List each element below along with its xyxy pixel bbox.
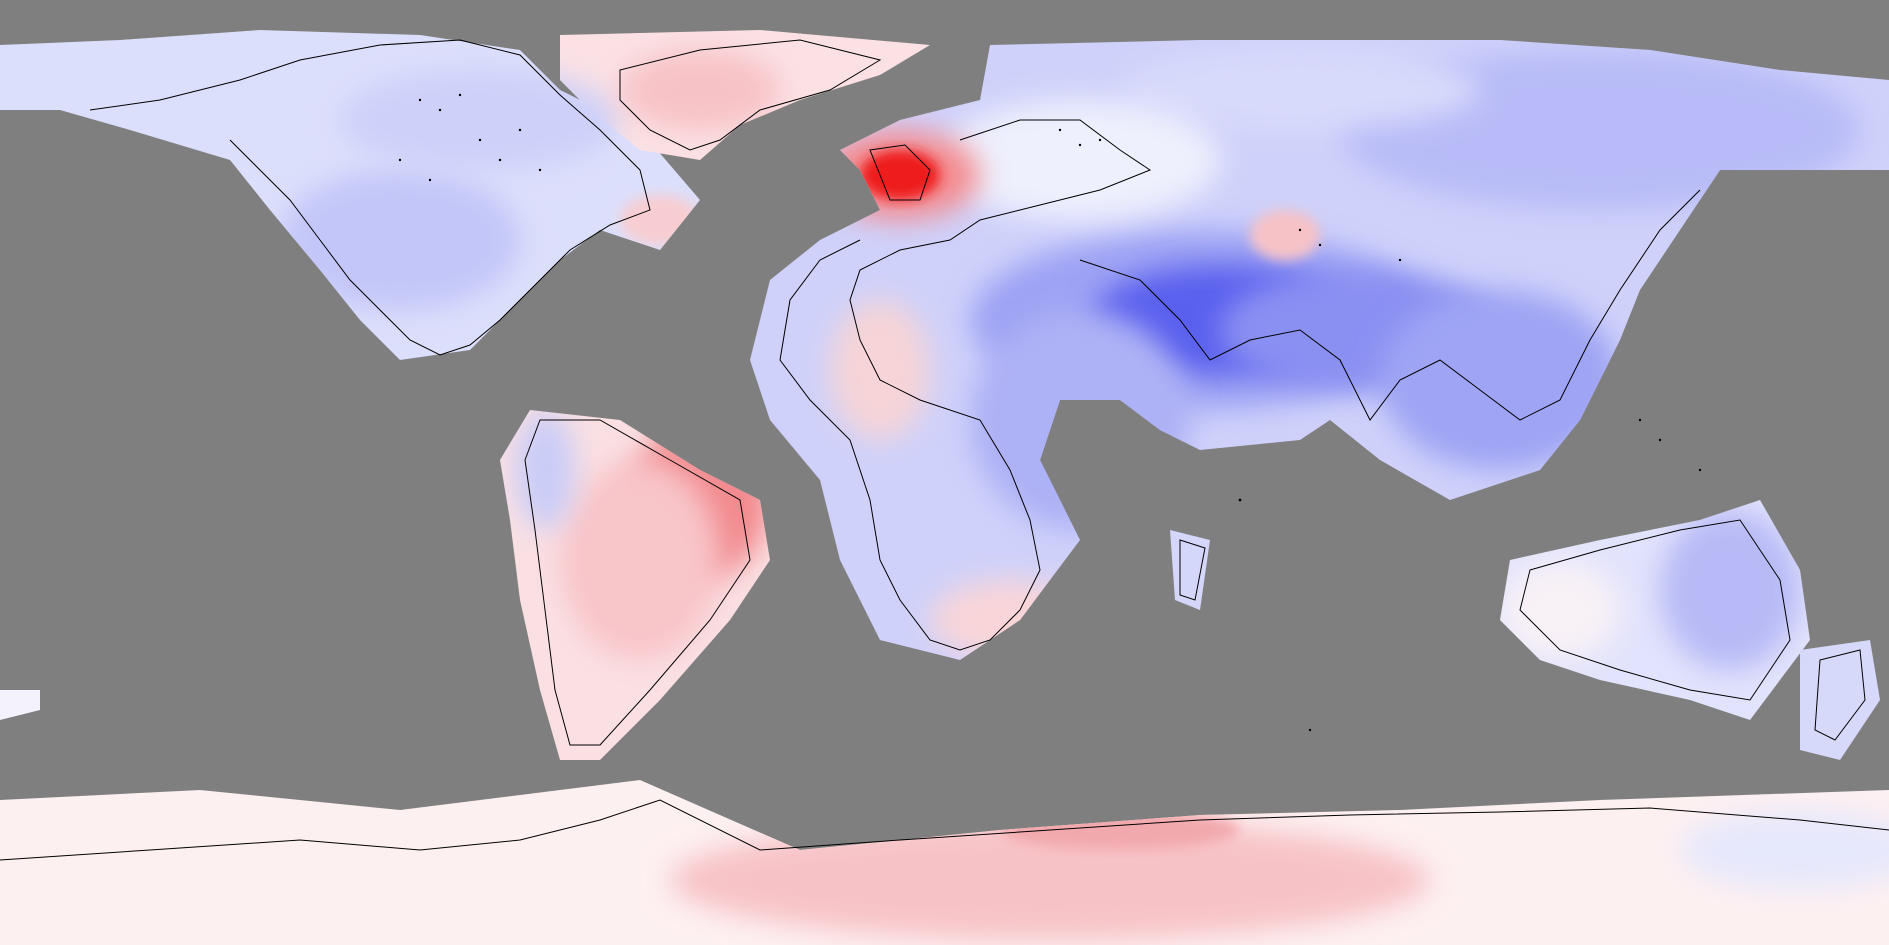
anomaly-canada — [340, 70, 620, 170]
anomaly-west-australia — [1500, 560, 1620, 660]
anomaly-layer — [280, 50, 1889, 940]
coast-europe-africa — [779, 119, 1152, 651]
anomaly-east-australia — [1660, 510, 1800, 670]
coast-south-asia — [1079, 189, 1701, 421]
anomaly-west-africa — [830, 300, 930, 440]
coast-antarctica — [0, 799, 1889, 861]
coast-south-america — [524, 419, 751, 746]
anomaly-andes — [515, 410, 575, 530]
anomaly-europe — [940, 100, 1220, 220]
anomaly-us-central — [280, 170, 520, 310]
land-patch-west — [0, 690, 40, 720]
anomaly-central-asia — [1250, 210, 1320, 260]
anomaly-east-antarctica — [670, 820, 1430, 940]
coastlines — [0, 39, 1889, 861]
anomaly-west-antarctica — [1680, 810, 1889, 890]
coast-new-zealand — [1814, 649, 1866, 741]
island-dots — [398, 93, 1702, 732]
anomaly-north-russia — [1120, 50, 1480, 130]
coast-greenland — [619, 39, 882, 151]
anomaly-uk-ireland — [860, 150, 940, 200]
coast-madagascar — [1179, 539, 1206, 601]
coast-australia — [1519, 519, 1791, 701]
coast-north-america — [89, 39, 651, 356]
coast-uk — [869, 144, 931, 201]
land-new-zealand — [1800, 640, 1880, 760]
anomaly-south-america-east — [560, 460, 720, 660]
anomaly-greenland — [620, 50, 780, 130]
anomaly-east-asia — [1380, 290, 1620, 470]
